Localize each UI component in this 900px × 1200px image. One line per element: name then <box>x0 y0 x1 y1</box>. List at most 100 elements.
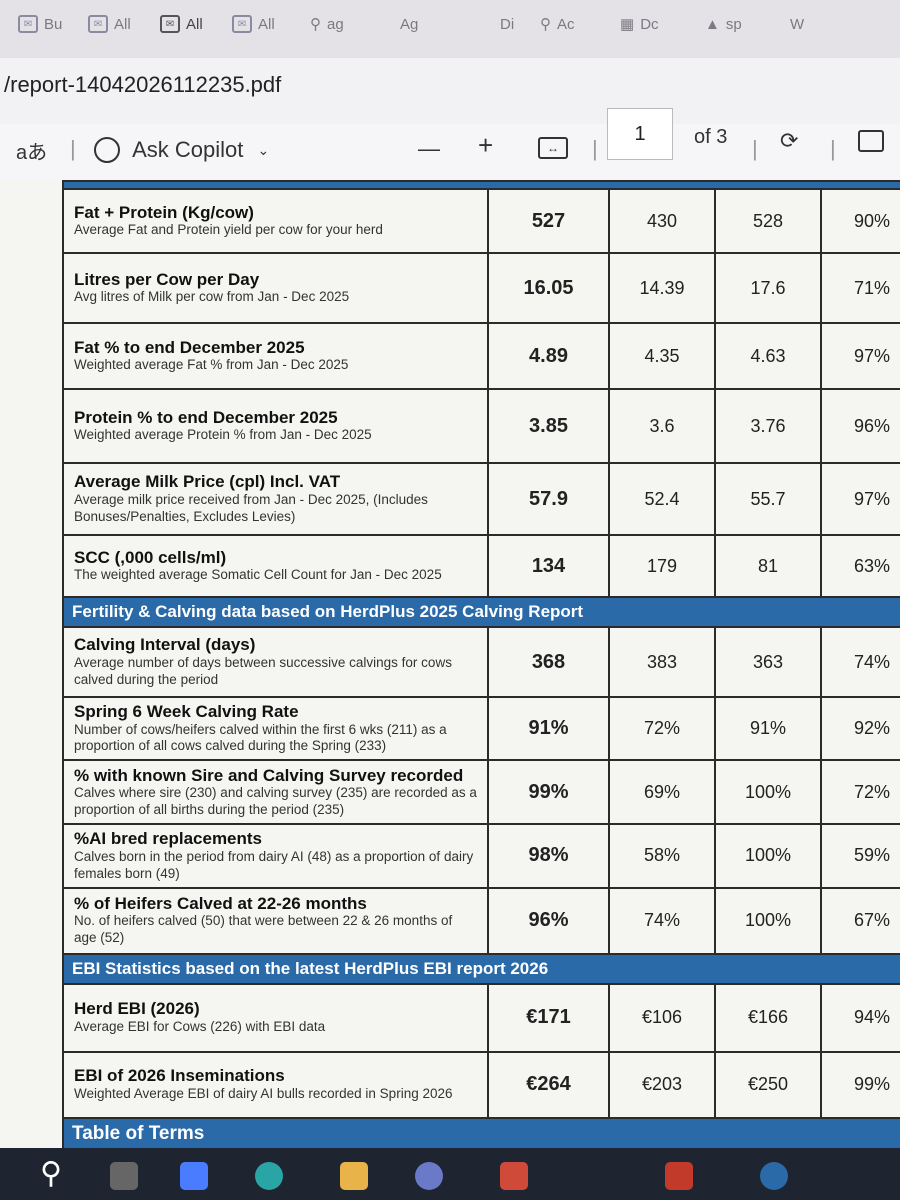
page-view-icon[interactable] <box>858 130 884 158</box>
chevron-down-icon: ⌄ <box>257 141 270 158</box>
value-cell-v3: 100% <box>714 886 822 955</box>
metric-description: EBI of 2026 Inseminations Weighted Averag… <box>62 1050 489 1119</box>
metric-subtext: Average milk price received from Jan - D… <box>74 491 428 524</box>
metric-description: Average Milk Price (cpl) Incl. VAT Averag… <box>62 462 489 536</box>
value-cell-v3: 100% <box>714 823 822 889</box>
metric-description: Herd EBI (2026) Average EBI for Cows (226… <box>62 982 489 1053</box>
triangle-icon: ▲ <box>705 15 720 33</box>
toolbar-divider: | <box>592 136 598 161</box>
metric-subtext: Calves born in the period from dairy AI … <box>74 848 474 881</box>
metric-subtext: Avg litres of Milk per cow from Jan - De… <box>74 289 350 305</box>
value-cell-v2: 69% <box>608 759 716 826</box>
table-row: SCC (,000 cells/ml) The weighted average … <box>62 534 900 598</box>
metric-label: Litres per Cow per Day <box>74 269 260 289</box>
table-row: Herd EBI (2026) Average EBI for Cows (226… <box>62 982 900 1053</box>
metric-subtext: The weighted average Somatic Cell Count … <box>74 567 442 583</box>
browser-tab[interactable]: ✉ All <box>160 8 203 40</box>
value-cell-v1: 91% <box>487 695 610 762</box>
browser-tab[interactable]: Ag <box>400 15 419 33</box>
task-view-icon[interactable] <box>110 1162 138 1190</box>
value-cell-v2: 74% <box>608 886 716 955</box>
metric-description: %AI bred replacements Calves born in the … <box>62 823 489 889</box>
value-cell-v1: 368 <box>487 626 610 698</box>
value-cell-v3: 100% <box>714 759 822 826</box>
value-cell-v1: 3.85 <box>487 388 610 464</box>
page-number-input[interactable]: 1 <box>607 108 673 160</box>
section-header-ebi: EBI Statistics based on the latest HerdP… <box>62 952 900 985</box>
value-cell-v4: 90% <box>820 188 900 254</box>
url-text: /report-14042026112235.pdf <box>4 72 282 97</box>
value-cell-v4: 99% <box>820 1050 900 1119</box>
value-cell-v1: €171 <box>487 982 610 1053</box>
value-cell-v4: 59% <box>820 823 900 889</box>
rotate-icon[interactable]: ⟳ <box>780 128 799 153</box>
browser-tab[interactable]: ▲ sp <box>705 15 742 33</box>
browser-tab[interactable]: W <box>790 15 805 33</box>
metric-description: Fat + Protein (Kg/cow) Average Fat and Pr… <box>62 188 489 254</box>
section-header-fertility: Fertility & Calving data based on HerdPl… <box>62 596 900 628</box>
mail-icon[interactable] <box>500 1162 528 1190</box>
value-cell-v4: 92% <box>820 695 900 762</box>
table-row: Calving Interval (days) Average number of… <box>62 626 900 698</box>
value-cell-v1: 134 <box>487 534 610 598</box>
table-row: % of Heifers Calved at 22-26 months No. o… <box>62 886 900 955</box>
address-bar[interactable]: /report-14042026112235.pdf <box>0 58 900 125</box>
value-cell-v2: 179 <box>608 534 716 598</box>
app-icon[interactable] <box>665 1162 693 1190</box>
value-cell-v4: 67% <box>820 886 900 955</box>
metric-description: SCC (,000 cells/ml) The weighted average … <box>62 534 489 598</box>
search-icon[interactable]: ⚲ <box>40 1157 62 1190</box>
value-cell-v4: 63% <box>820 534 900 598</box>
browser-tab[interactable]: Di <box>500 15 515 33</box>
browser-tab[interactable]: ⚲ Ac <box>540 15 575 34</box>
value-cell-v4: 72% <box>820 759 900 826</box>
value-cell-v3: 91% <box>714 695 822 762</box>
value-cell-v2: 72% <box>608 695 716 762</box>
notification-badge-icon[interactable] <box>760 1162 788 1190</box>
edge-icon[interactable] <box>255 1162 283 1190</box>
table-row: Protein % to end December 2025 Weighted a… <box>62 388 900 464</box>
copilot-button[interactable]: Ask Copilot ⌄ <box>94 136 270 164</box>
browser-tab[interactable]: ✉ All <box>232 8 275 40</box>
metric-subtext: Average EBI for Cows (226) with EBI data <box>74 1018 326 1034</box>
folder-icon[interactable] <box>340 1162 368 1190</box>
cut-off-header-row <box>62 180 900 190</box>
value-cell-v4: 97% <box>820 322 900 390</box>
browser-tab[interactable]: ✉ All <box>88 8 131 40</box>
mail-icon: ✉ <box>18 15 38 33</box>
table-row: Litres per Cow per Day Avg litres of Milk… <box>62 252 900 324</box>
copilot-icon <box>94 137 120 164</box>
value-cell-v2: 52.4 <box>608 462 716 536</box>
metric-label: % with known Sire and Calving Survey rec… <box>74 765 464 785</box>
search-icon: ⚲ <box>310 16 321 33</box>
herd-report-table: Fat + Protein (Kg/cow) Average Fat and Pr… <box>62 180 900 1148</box>
value-cell-v3: €250 <box>714 1050 822 1119</box>
image-icon: ▦ <box>620 16 635 33</box>
pdf-document: Fat + Protein (Kg/cow) Average Fat and Pr… <box>0 180 900 1148</box>
zoom-out-button[interactable]: — <box>418 136 440 161</box>
value-cell-v2: 14.39 <box>608 252 716 324</box>
browser-tab[interactable]: ✉ Bu <box>18 8 62 40</box>
metric-subtext: Weighted average Protein % from Jan - De… <box>74 427 372 443</box>
metric-subtext: No. of heifers calved (50) that were bet… <box>74 913 453 946</box>
mail-icon: ✉ <box>160 15 180 33</box>
browser-tab[interactable]: ▦ Dc <box>620 15 659 34</box>
value-cell-v3: 528 <box>714 188 822 254</box>
value-cell-v1: 99% <box>487 759 610 826</box>
value-cell-v4: 94% <box>820 982 900 1053</box>
value-cell-v2: 430 <box>608 188 716 254</box>
metric-label: SCC (,000 cells/ml) <box>74 547 227 567</box>
read-aloud-button[interactable]: aあ <box>16 142 48 164</box>
pdf-toolbar: aあ | Ask Copilot ⌄ — + ↔ | of 3 | ⟳ | <box>0 124 900 185</box>
table-row: Average Milk Price (cpl) Incl. VAT Averag… <box>62 462 900 536</box>
value-cell-v1: 57.9 <box>487 462 610 536</box>
metric-label: Fat + Protein (Kg/cow) <box>74 202 254 222</box>
value-cell-v1: 4.89 <box>487 322 610 390</box>
table-row: EBI of 2026 Inseminations Weighted Averag… <box>62 1050 900 1119</box>
browser-tab[interactable]: ⚲ ag <box>310 15 344 34</box>
teams-icon[interactable] <box>415 1162 443 1190</box>
copilot-app-icon[interactable] <box>180 1162 208 1190</box>
zoom-in-button[interactable]: + <box>478 130 494 160</box>
value-cell-v2: 58% <box>608 823 716 889</box>
fit-width-icon[interactable]: ↔ <box>538 132 568 159</box>
